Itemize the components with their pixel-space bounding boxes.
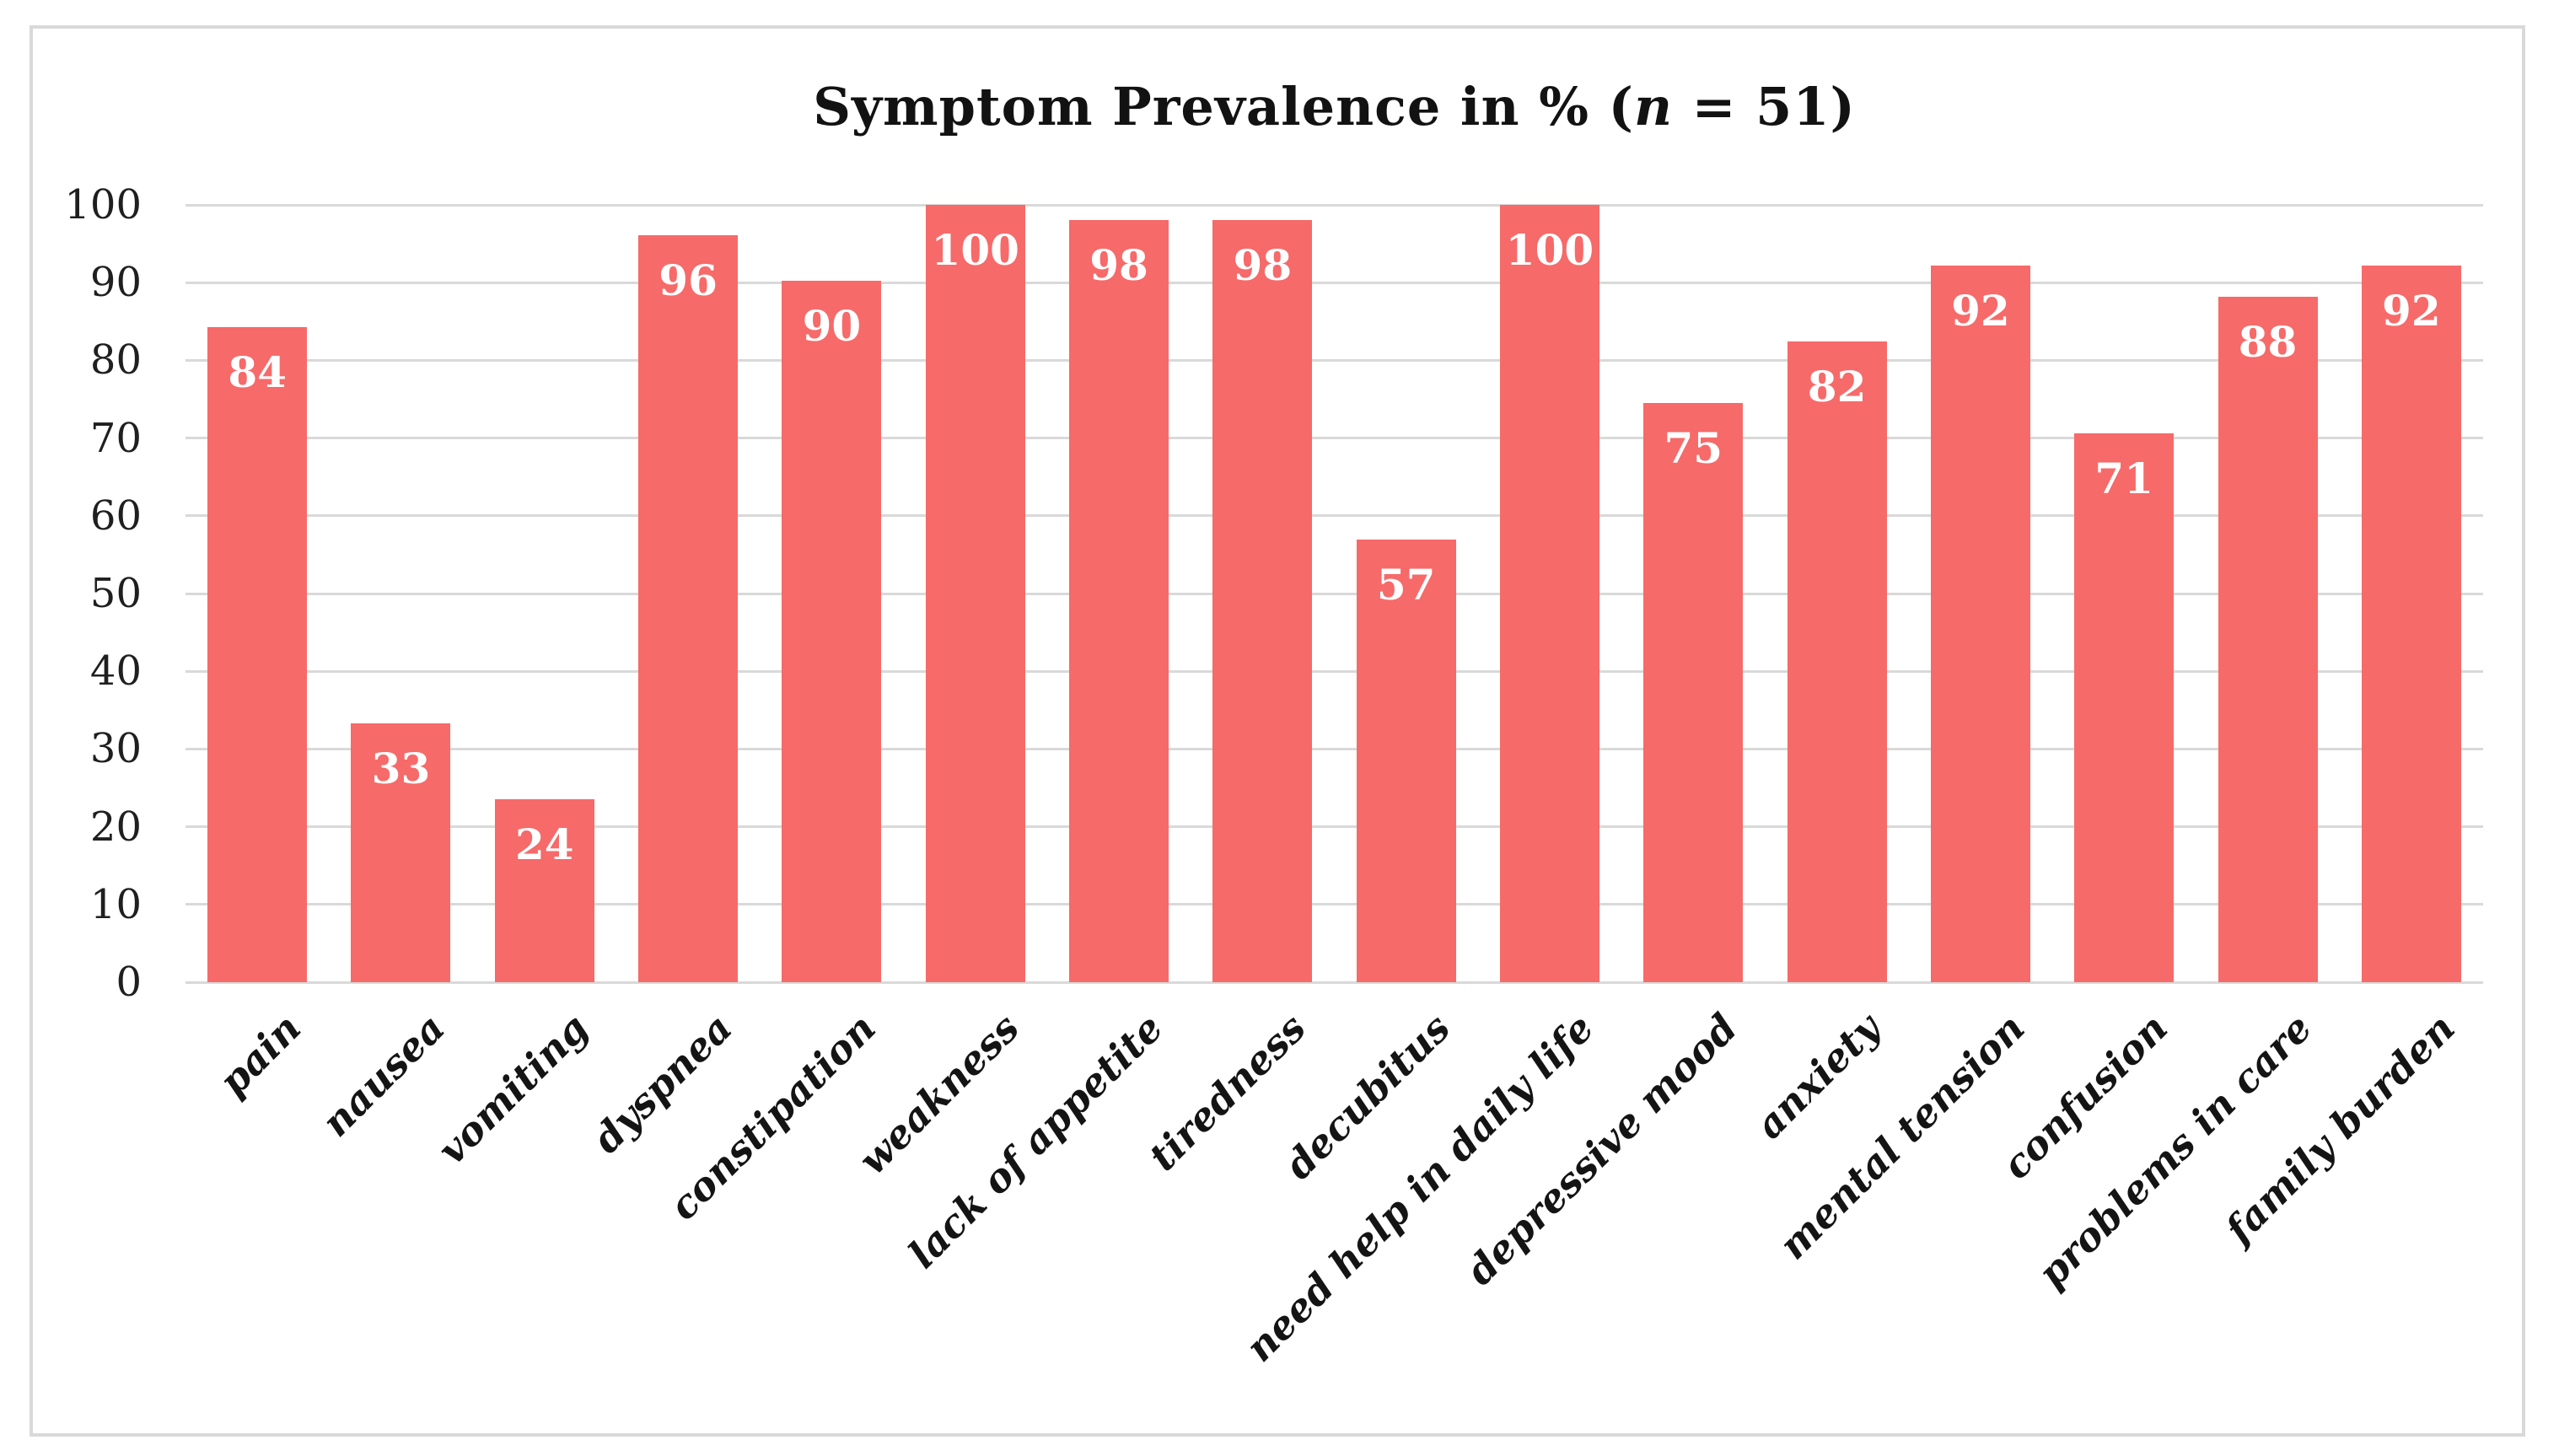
x-category-label-mental-tension: mental tension (1769, 1005, 2034, 1269)
bar-pain: 84 (207, 326, 308, 982)
y-tick-label-80: 80 (89, 336, 142, 384)
x-category-label-problems-in-care: problems in care (2029, 1005, 2320, 1297)
gridline-40 (185, 669, 2483, 673)
bar-value-label-problems-in-care: 88 (2238, 316, 2298, 367)
bar-slot-nausea: 33 (329, 205, 472, 982)
bar-value-label-nausea: 33 (371, 743, 431, 793)
bar-slot-constipation: 90 (760, 205, 903, 982)
bar-slot-family-burden: 92 (2340, 205, 2483, 982)
bar-value-label-dyspnea: 96 (659, 255, 718, 305)
x-category-label-nausea: nausea (313, 1005, 454, 1146)
bar-value-label-vomiting: 24 (514, 819, 574, 870)
bar-slot-vomiting: 24 (473, 205, 616, 982)
bar-decubitus: 57 (1356, 540, 1456, 982)
bar-value-label-confusion: 71 (2094, 454, 2154, 504)
gridline-10 (185, 903, 2483, 906)
bar-slot-lack-of-appetite: 98 (1047, 205, 1191, 982)
gridline-0 (185, 981, 2483, 984)
bar-weakness: 100 (925, 205, 1025, 982)
bar-mental-tension: 92 (1930, 265, 2030, 982)
bar-slot-decubitus: 57 (1335, 205, 1478, 982)
x-category-label-anxiety: anxiety (1746, 1005, 1890, 1148)
bar-slot-problems-in-care: 88 (2196, 205, 2339, 982)
y-tick-label-30: 30 (89, 725, 142, 773)
bar-slot-depressive-mood: 75 (1621, 205, 1765, 982)
gridline-50 (185, 592, 2483, 595)
y-tick-label-20: 20 (89, 803, 142, 851)
bar-lack-of-appetite: 98 (1069, 220, 1169, 982)
bar-slot-weakness: 100 (904, 205, 1047, 982)
bar-value-label-need-help-in-daily-life: 100 (1505, 225, 1594, 275)
gridline-60 (185, 514, 2483, 518)
bar-dyspnea: 96 (638, 234, 739, 982)
bar-value-label-decubitus: 57 (1376, 560, 1436, 610)
chart-title-n-italic: n (1633, 76, 1674, 137)
y-tick-label-70: 70 (89, 414, 142, 462)
y-tick-label-40: 40 (89, 647, 142, 696)
bar-series: 84 33 24 96 90 100 98 98 57 100 75 82 92 71 88 92 (185, 205, 2483, 982)
plot-area: 84 33 24 96 90 100 98 98 57 100 75 82 92 71 88 92 (185, 203, 2483, 984)
x-category-label-vomiting: vomiting (428, 1005, 597, 1174)
gridline-80 (185, 358, 2483, 362)
x-axis-category-labels: pain nausea vomiting dyspnea constipation wea… (185, 1005, 2483, 1435)
bar-value-label-constipation: 90 (802, 301, 862, 352)
bar-tiredness: 98 (1212, 220, 1313, 982)
bar-problems-in-care: 88 (2218, 296, 2318, 982)
gridline-30 (185, 747, 2483, 750)
bar-slot-anxiety: 82 (1765, 205, 1908, 982)
bar-confusion: 71 (2074, 433, 2175, 982)
y-tick-label-0: 0 (116, 959, 142, 1006)
gridline-70 (185, 437, 2483, 440)
bar-vomiting: 24 (494, 799, 594, 982)
bar-slot-tiredness: 98 (1191, 205, 1334, 982)
bar-value-label-pain: 84 (228, 347, 287, 397)
bar-value-label-weakness: 100 (931, 225, 1019, 275)
bar-family-burden: 92 (2361, 265, 2461, 982)
chart-title-prefix: Symptom Prevalence in % ( (813, 76, 1634, 137)
y-tick-label-50: 50 (89, 570, 142, 617)
y-tick-label-10: 10 (89, 880, 142, 928)
y-tick-label-90: 90 (89, 259, 142, 307)
x-category-label-pain: pain (210, 1005, 310, 1105)
bar-nausea: 33 (351, 723, 451, 982)
bar-value-label-family-burden: 92 (2382, 285, 2441, 336)
bar-constipation: 90 (782, 281, 882, 982)
bar-value-label-tiredness: 98 (1233, 240, 1293, 291)
bar-value-label-mental-tension: 92 (1951, 285, 2010, 336)
x-category-label-depressive-mood: depressive mood (1456, 1005, 1746, 1294)
chart-title: Symptom Prevalence in % (n = 51) (185, 76, 2483, 137)
y-tick-label-100: 100 (64, 181, 142, 228)
bar-need-help-in-daily-life: 100 (1499, 205, 1599, 982)
y-axis-tick-labels: 0 10 20 30 40 50 60 70 80 90 100 (0, 184, 142, 1003)
bar-anxiety: 82 (1787, 341, 1887, 982)
bar-value-label-lack-of-appetite: 98 (1089, 240, 1148, 291)
chart-title-suffix: = 51) (1673, 76, 1856, 137)
bar-value-label-depressive-mood: 75 (1664, 423, 1723, 474)
gridline-100 (185, 203, 2483, 207)
bar-value-label-anxiety: 82 (1807, 362, 1867, 412)
gridline-20 (185, 825, 2483, 829)
bar-slot-need-help-in-daily-life: 100 (1478, 205, 1621, 982)
bar-slot-dyspnea: 96 (616, 205, 760, 982)
y-tick-label-60: 60 (89, 492, 142, 540)
bar-slot-pain: 84 (185, 205, 329, 982)
bar-slot-mental-tension: 92 (1909, 205, 2052, 982)
bar-depressive-mood: 75 (1643, 403, 1744, 982)
bar-slot-confusion: 71 (2052, 205, 2196, 982)
gridline-90 (185, 281, 2483, 284)
x-category-label-lack-of-appetite: lack of appetite (899, 1005, 1172, 1277)
